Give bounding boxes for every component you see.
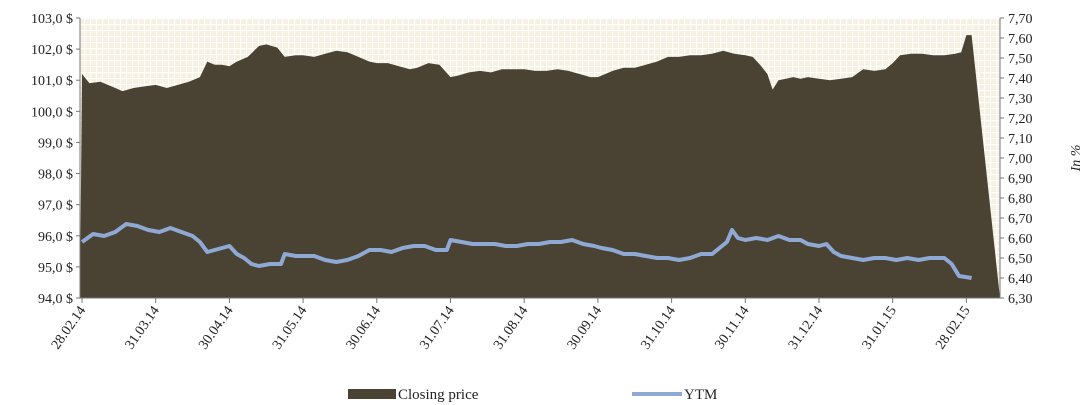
right-axis-ticks: 6,30 6,40 6,50 6,60 6,70 6,80 6,90 7,00 7,10 7,20… (1000, 12, 1033, 307)
x-tick-label: 31.12.14 (786, 304, 826, 353)
right-tick-label: 7,60 (1008, 32, 1033, 47)
right-tick-label: 6,40 (1008, 272, 1033, 287)
right-tick-label: 6,30 (1008, 292, 1033, 307)
right-tick-label: 7,30 (1008, 92, 1033, 107)
left-tick-label: 103,0 $ (31, 12, 73, 27)
x-tick-label: 28.02.15 (933, 304, 973, 353)
legend: Closing price YTM (348, 387, 717, 403)
legend-swatch-closing-price (348, 389, 396, 399)
left-tick-label: 94,0 $ (38, 292, 73, 307)
right-tick-label: 6,50 (1008, 252, 1033, 267)
right-axis-title: In % (1069, 145, 1084, 173)
left-axis-ticks: 94,0 $ 95,0 $ 96,0 $ 97,0 $ 98,0 $ 99,0 $ 100,… (31, 12, 80, 307)
right-tick-label: 6,60 (1008, 232, 1033, 247)
left-tick-label: 96,0 $ (38, 230, 73, 245)
x-tick-label: 31.07.14 (417, 304, 457, 353)
right-tick-label: 6,70 (1008, 212, 1033, 227)
x-tick-label: 31.10.14 (638, 304, 678, 353)
legend-label-closing-price: Closing price (398, 387, 479, 403)
left-tick-label: 97,0 $ (38, 199, 73, 214)
x-tick-label: 30.11.14 (712, 304, 752, 352)
left-tick-label: 102,0 $ (31, 43, 73, 58)
left-tick-label: 101,0 $ (31, 74, 73, 89)
x-tick-label: 31.03.14 (123, 304, 163, 353)
x-tick-label: 31.01.15 (860, 304, 900, 353)
x-tick-label: 30.09.14 (565, 304, 605, 353)
left-tick-label: 95,0 $ (38, 261, 73, 276)
right-tick-label: 6,90 (1008, 172, 1033, 187)
closing-price-area-layer (80, 35, 1000, 298)
left-tick-label: 100,0 $ (31, 105, 73, 120)
x-tick-label: 28.02.14 (49, 304, 89, 353)
left-tick-label: 98,0 $ (38, 168, 73, 183)
x-tick-label: 30.06.14 (344, 304, 384, 353)
closing-price-area (80, 35, 1000, 298)
right-tick-label: 7,10 (1008, 132, 1033, 147)
right-tick-label: 6,80 (1008, 192, 1033, 207)
x-tick-label: 31.05.14 (270, 304, 310, 353)
ytm-line (80, 222, 972, 280)
legend-label-ytm: YTM (684, 387, 717, 403)
x-tick-label: 30.04.14 (196, 304, 236, 353)
right-tick-label: 7,70 (1008, 12, 1033, 27)
right-tick-label: 7,00 (1008, 152, 1033, 167)
x-axis-ticks: 28.02.14 31.03.14 30.04.14 31.05.14 30.06.14… (49, 298, 974, 352)
right-tick-label: 7,40 (1008, 72, 1033, 87)
right-tick-label: 7,20 (1008, 112, 1033, 127)
right-tick-label: 7,50 (1008, 52, 1033, 67)
left-tick-label: 99,0 $ (38, 136, 73, 151)
ytm-line-layer (80, 222, 972, 280)
x-tick-label: 31.08.14 (491, 304, 531, 353)
